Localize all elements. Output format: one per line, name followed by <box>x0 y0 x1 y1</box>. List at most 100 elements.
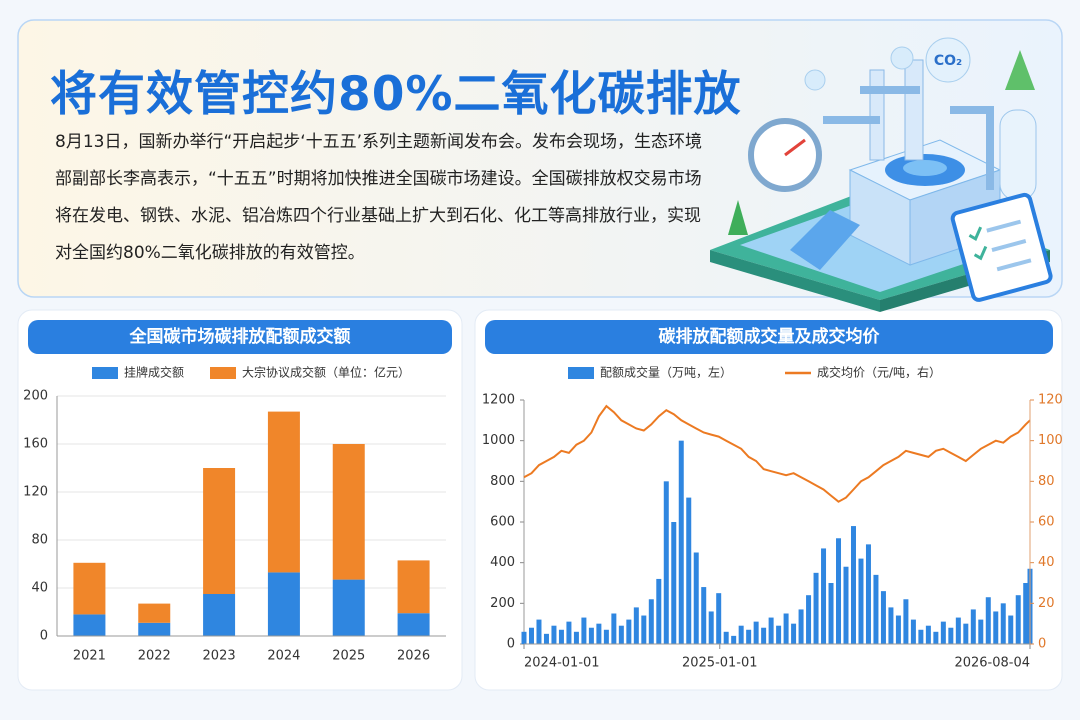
legend-swatch <box>92 367 118 379</box>
bar <box>738 625 744 644</box>
bar <box>993 611 999 644</box>
y2-tick-label: 100 <box>1038 433 1063 448</box>
bar <box>138 603 171 623</box>
bar <box>671 522 677 644</box>
bar <box>731 635 737 644</box>
bar <box>332 444 365 580</box>
y-tick-label: 200 <box>490 596 515 611</box>
legend-label: 配额成交量（万吨，左） <box>600 365 732 380</box>
bar <box>528 627 534 644</box>
bar <box>903 599 909 644</box>
bar <box>746 629 752 644</box>
chart-card <box>474 309 1063 691</box>
bar <box>918 629 924 644</box>
bar <box>618 625 624 644</box>
bar <box>1015 595 1021 644</box>
y-tick-label: 600 <box>490 515 515 530</box>
bar <box>761 627 767 644</box>
chart-title: 碳排放配额成交量及成交均价 <box>659 326 881 347</box>
bar <box>948 627 954 644</box>
line <box>523 404 1031 503</box>
bar <box>1008 615 1014 644</box>
bar <box>978 619 984 644</box>
bar <box>536 619 542 644</box>
bar <box>1000 603 1006 644</box>
y2-tick-label: 0 <box>1038 637 1046 652</box>
x-tick-label: 2024 <box>267 649 300 664</box>
chart-title-pill <box>28 320 452 354</box>
x-tick-label: 2021 <box>73 649 106 664</box>
y2-tick-label: 60 <box>1038 515 1055 530</box>
bar <box>716 593 722 644</box>
bar <box>925 625 931 644</box>
bar <box>678 440 684 644</box>
legend-swatch <box>210 367 236 379</box>
y-tick-label: 0 <box>40 629 48 644</box>
bar <box>588 627 594 644</box>
bar <box>596 623 602 644</box>
bar <box>73 562 106 615</box>
y2-tick-label: 20 <box>1038 596 1055 611</box>
bar <box>828 583 834 644</box>
bar <box>566 621 572 644</box>
chart-title-pill <box>485 320 1053 354</box>
bar <box>813 572 819 644</box>
bar <box>603 629 609 644</box>
bar <box>768 617 774 644</box>
bar <box>933 631 939 644</box>
bar <box>963 623 969 644</box>
legend-swatch <box>568 367 594 379</box>
bar <box>783 613 789 644</box>
bar <box>873 574 879 644</box>
y-tick-label: 200 <box>23 389 48 404</box>
bar <box>776 625 782 644</box>
bar <box>970 609 976 644</box>
bar <box>73 614 106 636</box>
bar <box>551 625 557 644</box>
bar <box>858 558 864 644</box>
y-tick-label: 0 <box>507 637 515 652</box>
page-title: 将有效管控约80%二氧化碳排放 <box>50 67 742 122</box>
bar <box>865 544 871 644</box>
bar <box>648 599 654 644</box>
bar <box>611 613 617 644</box>
bar <box>850 526 856 644</box>
bar <box>641 615 647 644</box>
bar <box>843 566 849 644</box>
bar <box>723 631 729 644</box>
bar <box>203 468 236 594</box>
bar <box>753 621 759 644</box>
x-tick-label: 2022 <box>138 649 171 664</box>
legend-label: 挂牌成交额 <box>124 365 184 380</box>
legend-label: 大宗协议成交额（单位：亿元） <box>242 365 410 380</box>
y2-tick-label: 80 <box>1038 474 1055 489</box>
bar <box>836 538 842 644</box>
bar <box>693 552 699 644</box>
bar <box>821 548 827 644</box>
bar <box>708 611 714 644</box>
bar <box>267 572 300 636</box>
bar <box>521 631 527 644</box>
bar <box>626 619 632 644</box>
bar <box>955 617 961 644</box>
y-tick-label: 1200 <box>482 393 515 408</box>
bar <box>633 607 639 644</box>
illustration <box>710 37 1053 312</box>
bar <box>910 619 916 644</box>
bar <box>573 631 579 644</box>
bar <box>985 597 991 644</box>
bar <box>138 622 171 636</box>
x-tick-label: 2024-01-01 <box>524 656 600 671</box>
y-tick-label: 800 <box>490 474 515 489</box>
y-tick-label: 1000 <box>482 433 515 448</box>
bar <box>558 629 564 644</box>
x-tick-label: 2025 <box>332 649 365 664</box>
y-tick-label: 160 <box>23 437 48 452</box>
bar <box>397 560 430 614</box>
x-tick-label: 2026-08-04 <box>954 656 1030 671</box>
bar <box>1023 583 1029 644</box>
bar <box>686 497 692 644</box>
y2-tick-label: 40 <box>1038 555 1055 570</box>
